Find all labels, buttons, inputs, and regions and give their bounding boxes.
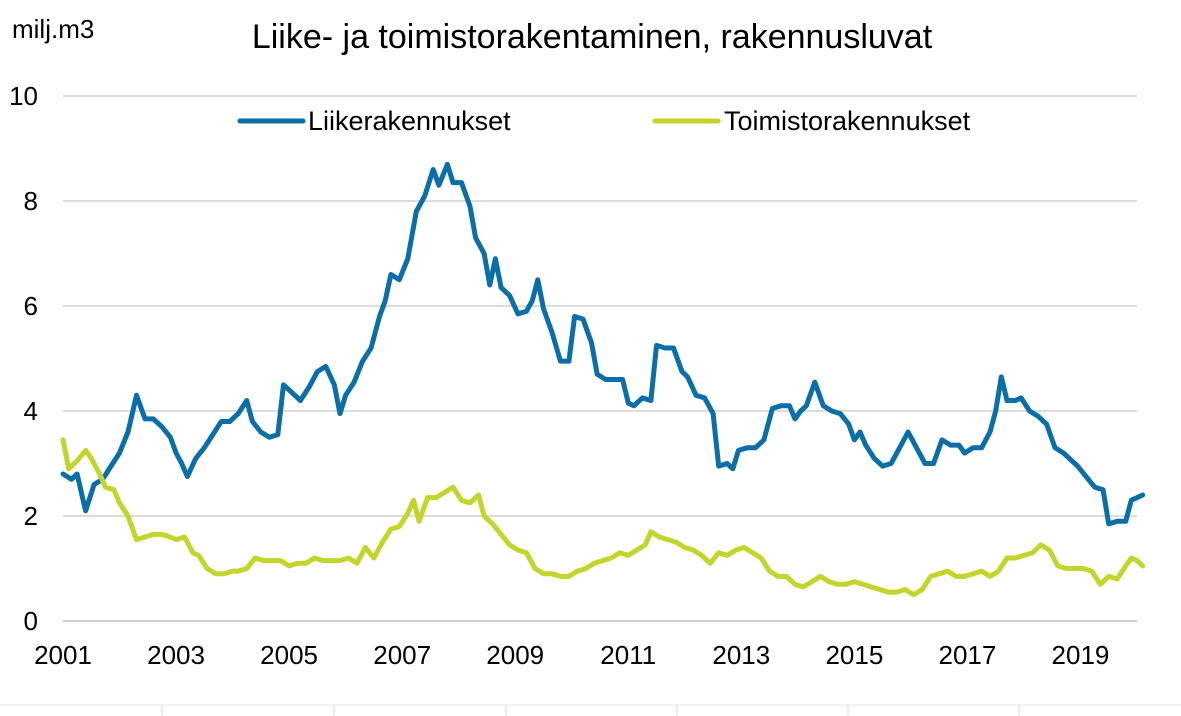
legend-label-liikerakennukset: Liikerakennukset bbox=[308, 106, 511, 136]
x-tick-label: 2003 bbox=[147, 640, 205, 670]
x-tick-label: 2017 bbox=[938, 640, 996, 670]
legend: Liikerakennukset Toimistorakennukset bbox=[237, 106, 971, 136]
axes: 0 2 4 6 8 10 2001 2003 2005 2007 2009 2011 2013 2015 2… bbox=[9, 81, 1137, 670]
series-line-0 bbox=[60, 161, 1146, 527]
gridlines bbox=[63, 95, 1137, 517]
x-tick-label: 2007 bbox=[373, 640, 431, 670]
y-tick-label: 4 bbox=[24, 396, 38, 426]
series-line-1 bbox=[60, 437, 1146, 598]
x-tick-label: 2001 bbox=[34, 640, 92, 670]
y-tick-label: 6 bbox=[24, 291, 38, 321]
x-tick-label: 2011 bbox=[600, 640, 656, 670]
y-tick-label: 10 bbox=[9, 81, 38, 111]
y-axis-unit-label: milj.m3 bbox=[12, 14, 94, 44]
chart-title: Liike- ja toimistorakentaminen, rakennus… bbox=[252, 18, 933, 56]
x-tick-label: 2013 bbox=[712, 640, 770, 670]
y-tick-label: 8 bbox=[24, 186, 38, 216]
x-tick-label: 2005 bbox=[260, 640, 318, 670]
bottom-divider bbox=[0, 704, 1181, 716]
y-tick-label: 2 bbox=[24, 501, 38, 531]
x-tick-label: 2019 bbox=[1052, 640, 1110, 670]
legend-label-toimistorakennukset: Toimistorakennukset bbox=[724, 106, 971, 136]
y-tick-label: 0 bbox=[24, 606, 38, 636]
x-tick-label: 2015 bbox=[825, 640, 883, 670]
series-lines bbox=[60, 161, 1146, 598]
x-tick-label: 2009 bbox=[486, 640, 544, 670]
